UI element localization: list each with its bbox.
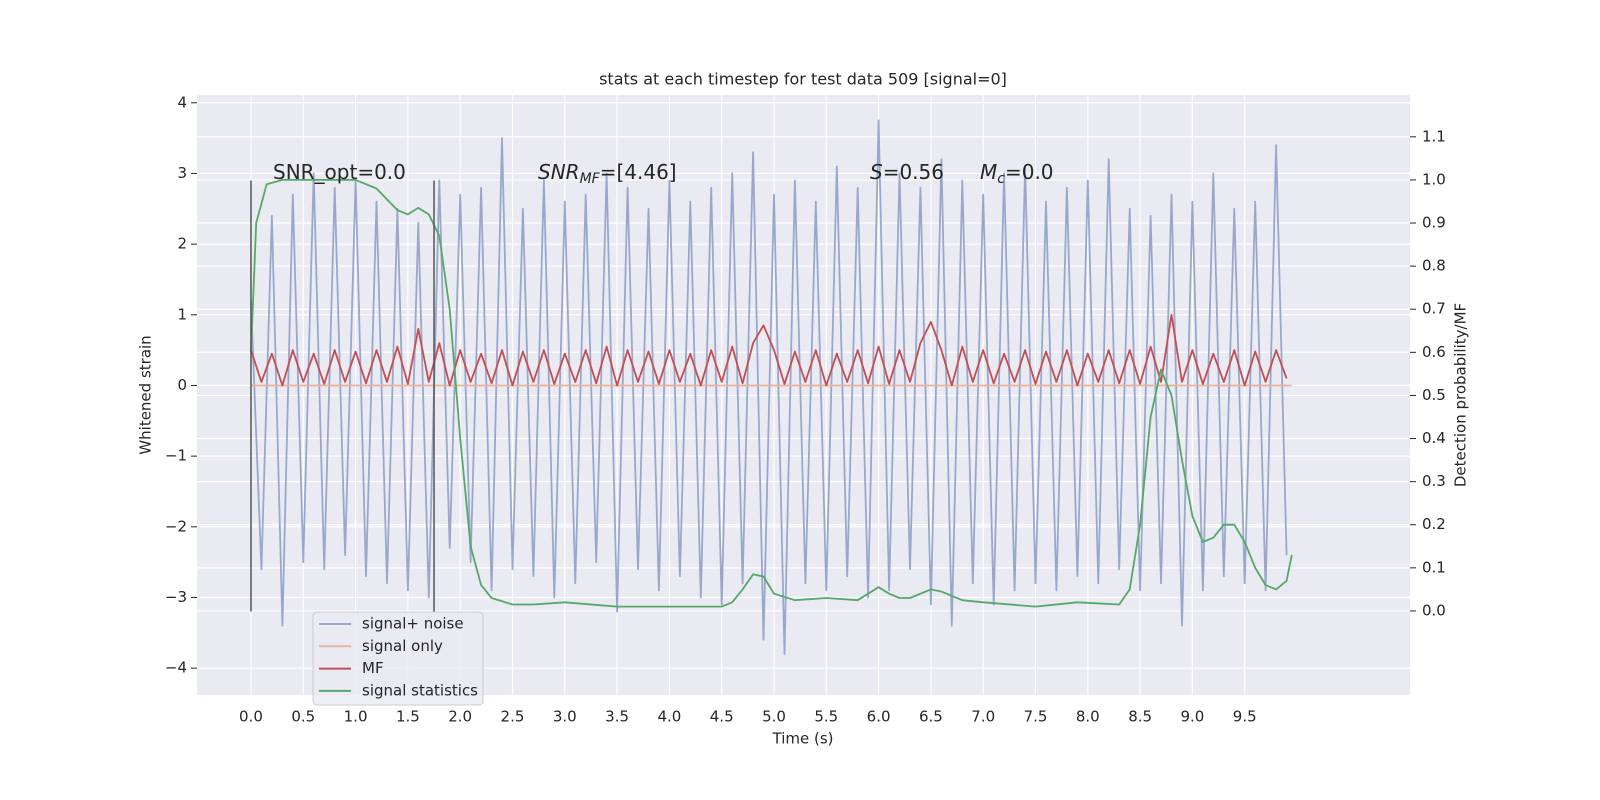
y2-tick-label: 0.5 [1422,386,1446,404]
annotation-part: MF [580,171,601,187]
annotation-part: =0.56 [883,160,944,184]
y2-tick-label: 0.0 [1422,601,1446,619]
x-tick-label: 6.5 [919,708,943,726]
y-tick-label: −3 [165,588,187,606]
y-tick-label: 2 [177,235,187,253]
y-tick-label: −1 [165,447,187,465]
x-tick-label: 4.0 [657,708,681,726]
x-tick-label: 7.0 [971,708,995,726]
legend-label: signal statistics [362,681,478,699]
annotation: SNRMF=[4.46] [538,160,677,188]
y-tick-label: −2 [165,517,187,535]
annotation-part: S [870,160,883,184]
series-line [250,179,1293,608]
x-tick-label: 2.0 [448,708,472,726]
annotation-part: SNR_opt=0.0 [273,160,406,184]
y2-tick-label: 0.3 [1422,472,1446,490]
y2-tick-label: 0.1 [1422,558,1446,576]
annotation: S=0.56 [870,160,944,184]
annotation: Mc=0.0 [980,160,1054,188]
y2-tick-label: 0.4 [1422,429,1446,447]
y-tick-label: −4 [165,659,187,677]
y2-tick-label: 0.7 [1422,300,1446,318]
annotation-part: c [997,171,1005,187]
x-tick-label: 4.5 [710,708,734,726]
annotation: SNR_opt=0.0 [273,160,406,184]
legend-label: MF [362,659,384,677]
x-tick-label: 9.0 [1180,708,1204,726]
y2-tick-label: 0.6 [1422,343,1446,361]
x-axis-label: Time (s) [772,730,834,748]
y-tick-label: 3 [177,164,187,182]
y2-tick-label: 0.9 [1422,214,1446,232]
x-tick-label: 1.5 [396,708,420,726]
y2-tick-label: 1.1 [1422,127,1446,145]
x-tick-label: 5.0 [762,708,786,726]
y-axis-label: Whitened strain [137,335,155,454]
x-tick-label: 9.5 [1233,708,1257,726]
y-tick-label: 0 [177,376,187,394]
y-tick-label: 1 [177,305,187,323]
legend-label: signal only [362,637,443,655]
x-tick-label: 3.5 [605,708,629,726]
x-tick-label: 8.0 [1076,708,1100,726]
x-tick-label: 2.5 [501,708,525,726]
annotation-part: M [980,160,997,184]
legend-label: signal+ noise [362,615,464,633]
x-tick-label: 5.5 [814,708,838,726]
annotation-part: =0.0 [1005,160,1054,184]
annotation-part: =[4.46] [600,160,677,184]
x-tick-label: 0.0 [239,708,263,726]
chart-title: stats at each timestep for test data 509… [599,70,1007,89]
y2-tick-label: 0.2 [1422,515,1446,533]
y2-tick-label: 0.8 [1422,257,1446,275]
legend-box [312,611,484,706]
x-tick-label: 0.5 [291,708,315,726]
x-tick-label: 8.5 [1128,708,1152,726]
y2-axis-label: Detection probability/MF [1452,303,1470,487]
y-tick-label: 4 [177,93,187,111]
x-tick-label: 7.5 [1024,708,1048,726]
x-tick-label: 1.0 [344,708,368,726]
x-tick-label: 6.0 [867,708,891,726]
series-line [250,313,1288,387]
annotation-part: SNR [538,160,580,184]
x-tick-label: 3.0 [553,708,577,726]
y2-tick-label: 1.0 [1422,170,1446,188]
